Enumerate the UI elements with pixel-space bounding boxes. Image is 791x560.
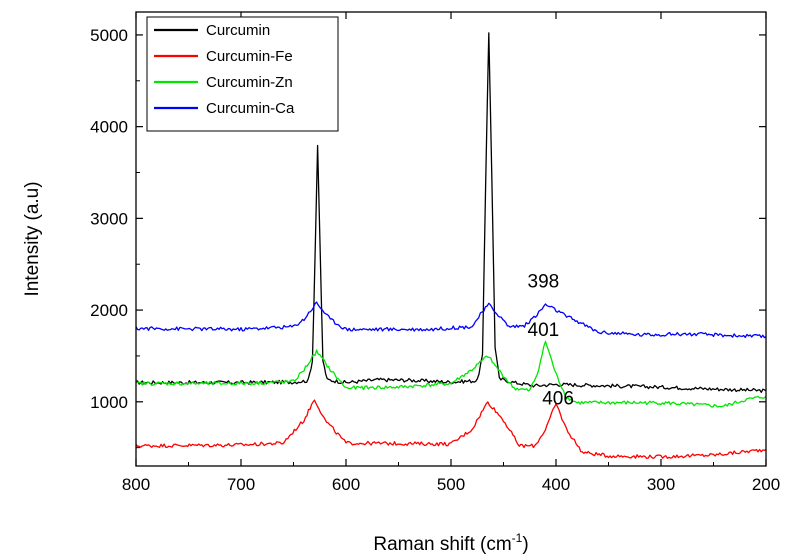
series-line-curcumin-fe: [135, 399, 767, 460]
x-axis-title-close: ): [522, 534, 528, 555]
x-tick-label-500: 500: [437, 475, 465, 494]
x-tick-label-700: 700: [227, 475, 255, 494]
peak-annotation-398: 398: [528, 272, 560, 293]
legend-label-curcumin-zn: Curcumin-Zn: [206, 74, 293, 91]
series-line-curcumin-zn: [135, 340, 767, 408]
peak-annotation-406: 406: [542, 389, 574, 410]
y-tick-label-1000: 1000: [90, 393, 128, 412]
legend-items: Curcumin Curcumin-Fe Curcumin-Zn Curcumin-C…: [154, 22, 295, 117]
x-tick-label-400: 400: [542, 475, 570, 494]
x-tick-label-200: 200: [752, 475, 780, 494]
x-axis-title-superscript: -1: [512, 531, 523, 545]
annotation-layer: 398 401 406: [528, 272, 574, 410]
series-line-curcumin-ca: [135, 301, 767, 339]
y-axis-title: Intensity (a.u): [22, 181, 43, 296]
x-tick-label-800: 800: [122, 475, 150, 494]
x-tick-label-300: 300: [647, 475, 675, 494]
x-tick-label-600: 600: [332, 475, 360, 494]
legend-label-curcumin-fe: Curcumin-Fe: [206, 48, 293, 65]
legend-box: [146, 16, 339, 132]
legend-label-curcumin-ca: Curcumin-Ca: [206, 100, 295, 117]
legend: Curcumin Curcumin-Fe Curcumin-Zn Curcumin-C…: [146, 16, 339, 132]
y-tick-label-2000: 2000: [90, 301, 128, 320]
x-axis-title-main: Raman shift (cm: [373, 534, 511, 555]
x-axis-title: Raman shift (cm-1): [373, 531, 528, 555]
y-tick-label-4000: 4000: [90, 118, 128, 137]
y-tick-label-3000: 3000: [90, 209, 128, 228]
legend-label-curcumin: Curcumin: [206, 22, 270, 39]
series-layer: [135, 32, 767, 460]
peak-annotation-401: 401: [528, 320, 560, 341]
ticks-layer: 800 700 600 500 400 300 200 1000 2000 3000 4000 500…: [90, 12, 780, 494]
y-tick-label-5000: 5000: [90, 26, 128, 45]
